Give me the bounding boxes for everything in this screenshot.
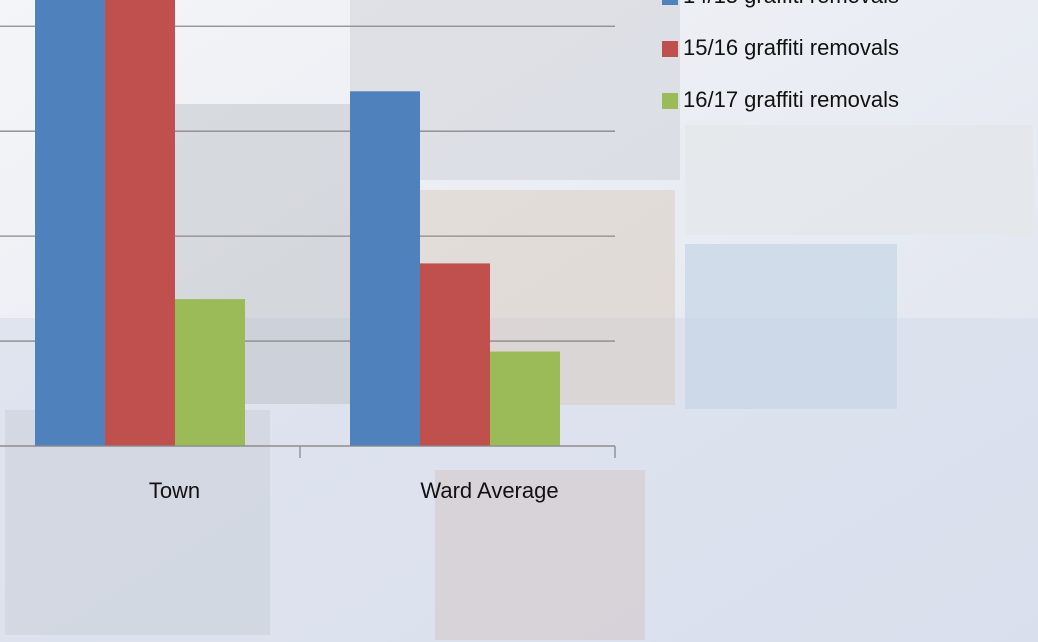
chart: Town Ward Average 14/15 graffiti removals 1… [0,0,1038,642]
bar [105,0,175,446]
bar [175,299,245,446]
background-photo [685,244,897,409]
page: Town Ward Average 14/15 graffiti removals 1… [0,0,1038,642]
legend-swatch [662,93,678,109]
bar [490,352,560,446]
background-photo [685,125,1033,235]
legend-label: 15/16 graffiti removals [683,35,899,60]
bar [35,0,105,446]
bar [420,263,490,446]
legend-label: 16/17 graffiti removals [683,87,899,112]
bar [350,91,420,446]
x-tick-label: Ward Average [420,478,558,503]
legend-swatch [662,0,678,5]
legend-swatch [662,41,678,57]
x-tick-label: Town [149,478,200,503]
legend-label: 14/15 graffiti removals [683,0,899,8]
